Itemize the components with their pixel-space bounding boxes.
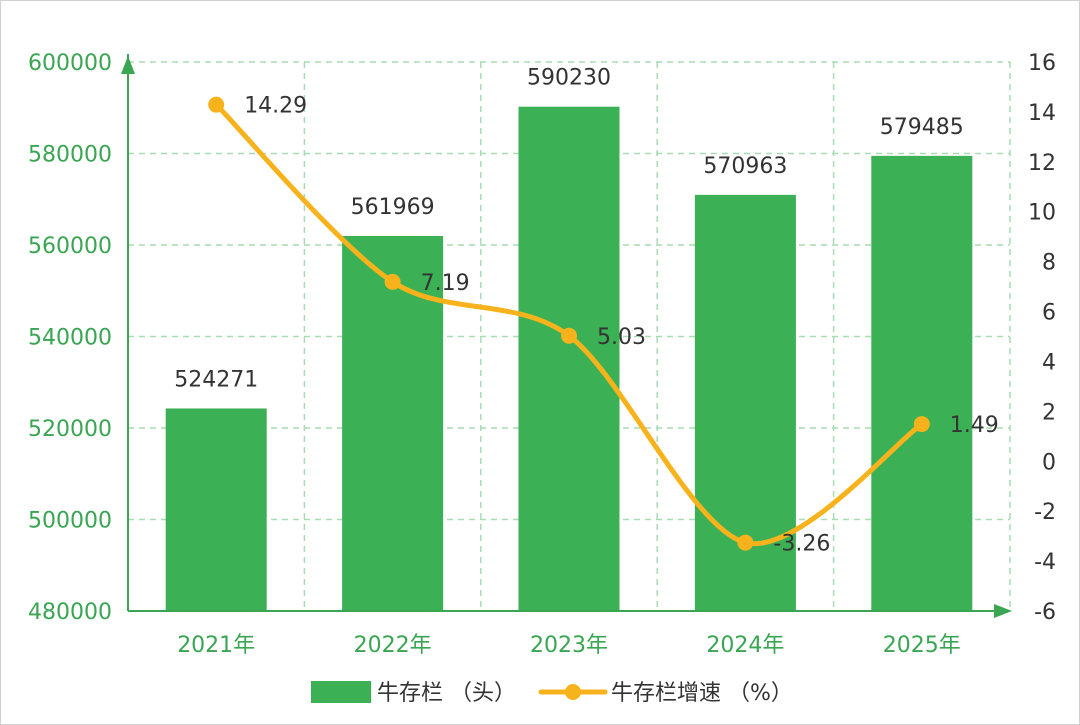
line-point-0 (208, 96, 225, 113)
line-label-0: 14.29 (244, 94, 307, 119)
left-tick-4: 560000 (28, 234, 112, 259)
bar-2 (518, 106, 620, 611)
line-data-labels: 14.29 7.19 5.03 -3.26 1.49 (244, 94, 999, 557)
right-tick-7: 8 (1042, 251, 1056, 276)
right-tick-9: 12 (1028, 151, 1056, 176)
right-tick-1: -4 (1034, 550, 1056, 575)
category-label-0: 2021年 (177, 633, 255, 658)
legend-line-label: 牛存栏增速 （%） (611, 681, 793, 706)
left-axis-ticks: 480000 500000 520000 540000 560000 580000 6000… (28, 51, 112, 625)
bar-label-2: 590230 (527, 66, 611, 91)
right-tick-11: 16 (1028, 51, 1056, 76)
right-tick-3: 0 (1042, 450, 1056, 475)
bar-series (165, 106, 973, 611)
legend-bar-swatch (311, 681, 371, 703)
right-tick-8: 10 (1028, 201, 1056, 226)
category-label-1: 2022年 (354, 633, 432, 658)
left-tick-1: 500000 (28, 509, 112, 534)
line-point-4 (913, 416, 930, 433)
line-point-1 (384, 273, 401, 290)
left-tick-5: 580000 (28, 143, 112, 168)
legend: 牛存栏 （头） 牛存栏增速 （%） (311, 681, 793, 706)
line-label-2: 5.03 (597, 325, 646, 350)
category-label-2: 2023年 (530, 633, 608, 658)
bar-data-labels: 524271 561969 590230 570963 579485 (174, 66, 964, 393)
left-tick-2: 520000 (28, 417, 112, 442)
line-label-4: 1.49 (950, 413, 999, 438)
right-tick-2: -2 (1034, 500, 1056, 525)
bar-4 (871, 155, 973, 611)
line-point-2 (561, 327, 577, 344)
bar-label-3: 570963 (703, 154, 787, 179)
line-point-3 (737, 534, 754, 551)
left-tick-6: 600000 (28, 51, 112, 76)
category-label-4: 2025年 (883, 633, 961, 658)
right-tick-5: 4 (1042, 350, 1056, 375)
right-tick-6: 6 (1042, 301, 1056, 326)
line-label-3: -3.26 (773, 532, 830, 557)
right-axis-ticks: -6 -4 -2 0 2 4 6 8 10 12 14 16 (1028, 51, 1056, 625)
left-axis-arrow (121, 56, 135, 74)
legend-bar-label: 牛存栏 （头） (377, 681, 516, 706)
category-axis-labels: 2021年 2022年 2023年 2024年 2025年 (177, 633, 961, 658)
legend-line-marker (565, 684, 581, 700)
bar-0 (165, 408, 267, 611)
left-tick-3: 540000 (28, 326, 112, 351)
right-tick-0: -6 (1034, 600, 1056, 625)
axes (121, 54, 1012, 618)
right-tick-10: 14 (1028, 101, 1056, 126)
right-tick-4: 2 (1042, 400, 1056, 425)
left-tick-0: 480000 (28, 600, 112, 625)
x-axis-arrow (994, 604, 1012, 618)
line-label-1: 7.19 (421, 271, 470, 296)
bar-label-1: 561969 (351, 195, 435, 220)
bar-label-4: 579485 (880, 115, 964, 140)
category-label-3: 2024年 (706, 633, 784, 658)
bar-label-0: 524271 (174, 367, 258, 392)
line-series (208, 96, 930, 551)
